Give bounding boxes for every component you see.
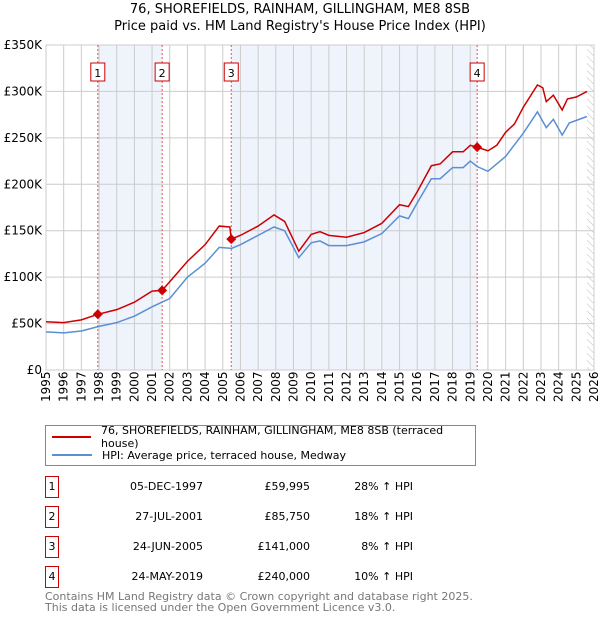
sale-hpi-diff: 8% ↑ HPI (361, 540, 413, 553)
sale-point (472, 142, 483, 153)
x-tick-label: 2005 (216, 371, 230, 402)
legend-item-property: 76, SHOREFIELDS, RAINHAM, GILLINGHAM, ME… (52, 424, 475, 450)
legend-swatch-red (52, 436, 92, 438)
x-tick-label: 1999 (110, 371, 124, 402)
sale-label: 1 (94, 67, 101, 80)
sale-price: £59,995 (264, 480, 311, 493)
sale-point (92, 309, 103, 320)
footer-licence: This data is licensed under the Open Gov… (45, 601, 396, 614)
y-tick-label: £150K (4, 224, 44, 238)
sale-hpi-diff: 28% ↑ HPI (354, 480, 413, 493)
chart-title: 76, SHOREFIELDS, RAINHAM, GILLINGHAM, ME… (129, 2, 471, 17)
sale-price: £240,000 (257, 570, 311, 583)
sale-number-box: 4 (45, 566, 59, 588)
sale-number-box: 1 (45, 476, 59, 498)
sale-label-box (223, 62, 239, 82)
x-tick-label: 1997 (74, 371, 88, 402)
x-tick-label: 2008 (269, 371, 283, 402)
x-tick-label: 2002 (163, 371, 177, 402)
sale-hpi-diff: 10% ↑ HPI (354, 570, 413, 583)
sale-date: 05-DEC-1997 (129, 480, 203, 493)
x-tick-label: 2013 (357, 371, 371, 402)
x-tick-label: 2024 (552, 371, 566, 402)
x-tick-label: 2026 (587, 371, 600, 402)
sale-date: 24-JUN-2005 (132, 540, 203, 553)
sale-row: 3 24-JUN-2005 £141,000 8% ↑ HPI (45, 536, 445, 558)
legend-label: HPI: Average price, terraced house, Medw… (102, 448, 347, 462)
x-tick-label: 2001 (145, 371, 159, 402)
sale-label: 3 (228, 67, 235, 80)
x-tick-label: 2012 (340, 371, 354, 402)
y-tick-label: £200K (4, 177, 44, 191)
sale-label: 2 (159, 67, 166, 80)
x-tick-label: 1995 (39, 371, 53, 402)
x-tick-label: 2015 (393, 371, 407, 402)
x-tick-label: 2003 (180, 371, 194, 402)
plot-frame (45, 44, 595, 371)
shaded-period (97, 45, 163, 370)
sale-label-box (154, 62, 170, 82)
x-tick-label: 2019 (463, 371, 477, 402)
sale-point (157, 285, 168, 296)
x-tick-label: 2018 (446, 371, 460, 402)
y-tick-label: £250K (4, 131, 44, 145)
legend-item-hpi: HPI: Average price, terraced house, Medw… (52, 447, 346, 463)
series-line (45, 83, 588, 324)
sale-label: 4 (474, 67, 481, 80)
x-tick-label: 2023 (534, 371, 548, 402)
sale-label-box (469, 62, 485, 82)
x-tick-label: 2009 (286, 371, 300, 402)
y-tick-label: £100K (4, 270, 44, 284)
sale-row: 1 05-DEC-1997 £59,995 28% ↑ HPI (45, 476, 445, 498)
x-tick-label: 2016 (410, 371, 424, 402)
x-tick-label: 1998 (92, 371, 106, 402)
sale-label-box (90, 62, 106, 82)
x-tick-label: 2025 (569, 371, 583, 402)
sale-row: 2 27-JUL-2001 £85,750 18% ↑ HPI (45, 506, 445, 528)
y-tick-label: £300K (4, 84, 44, 98)
sale-number-box: 2 (45, 506, 59, 528)
series-line (45, 110, 588, 334)
x-tick-label: 2010 (304, 371, 318, 402)
x-tick-label: 2004 (198, 371, 212, 402)
y-tick-label: £350K (4, 38, 44, 52)
chart-subtitle: Price paid vs. HM Land Registry's House … (114, 19, 486, 34)
x-tick-label: 2020 (481, 371, 495, 402)
x-tick-label: 2000 (127, 371, 141, 402)
sale-price: £85,750 (264, 510, 311, 523)
x-tick-label: 2017 (428, 371, 442, 402)
x-tick-label: 2022 (516, 371, 530, 402)
forecast-hatch (586, 45, 594, 370)
sale-date: 24-MAY-2019 (131, 570, 203, 583)
y-tick-label: £50K (11, 317, 43, 331)
y-tick-label: £0 (27, 363, 42, 377)
footer-copyright: Contains HM Land Registry data © Crown c… (45, 590, 473, 603)
shaded-period (231, 45, 478, 370)
x-tick-label: 2007 (251, 371, 265, 402)
x-tick-label: 2014 (375, 371, 389, 402)
legend-label: 76, SHOREFIELDS, RAINHAM, GILLINGHAM, ME… (101, 424, 444, 450)
sale-number-box: 3 (45, 536, 59, 558)
x-tick-label: 2006 (233, 371, 247, 402)
price-chart: 1995 1996 1997 1998 1999 2000 2001 2002 2003 2004… (4, 38, 600, 402)
sale-price: £141,000 (257, 540, 311, 553)
sale-date: 27-JUL-2001 (135, 510, 203, 523)
x-tick-label: 2021 (499, 371, 513, 402)
sale-point (226, 234, 237, 245)
legend-swatch-blue (52, 454, 92, 456)
x-tick-label: 1996 (57, 371, 71, 402)
legend: 76, SHOREFIELDS, RAINHAM, GILLINGHAM, ME… (45, 424, 476, 466)
x-tick-label: 2011 (322, 371, 336, 402)
sale-row: 4 24-MAY-2019 £240,000 10% ↑ HPI (45, 566, 445, 588)
sale-hpi-diff: 18% ↑ HPI (354, 510, 413, 523)
